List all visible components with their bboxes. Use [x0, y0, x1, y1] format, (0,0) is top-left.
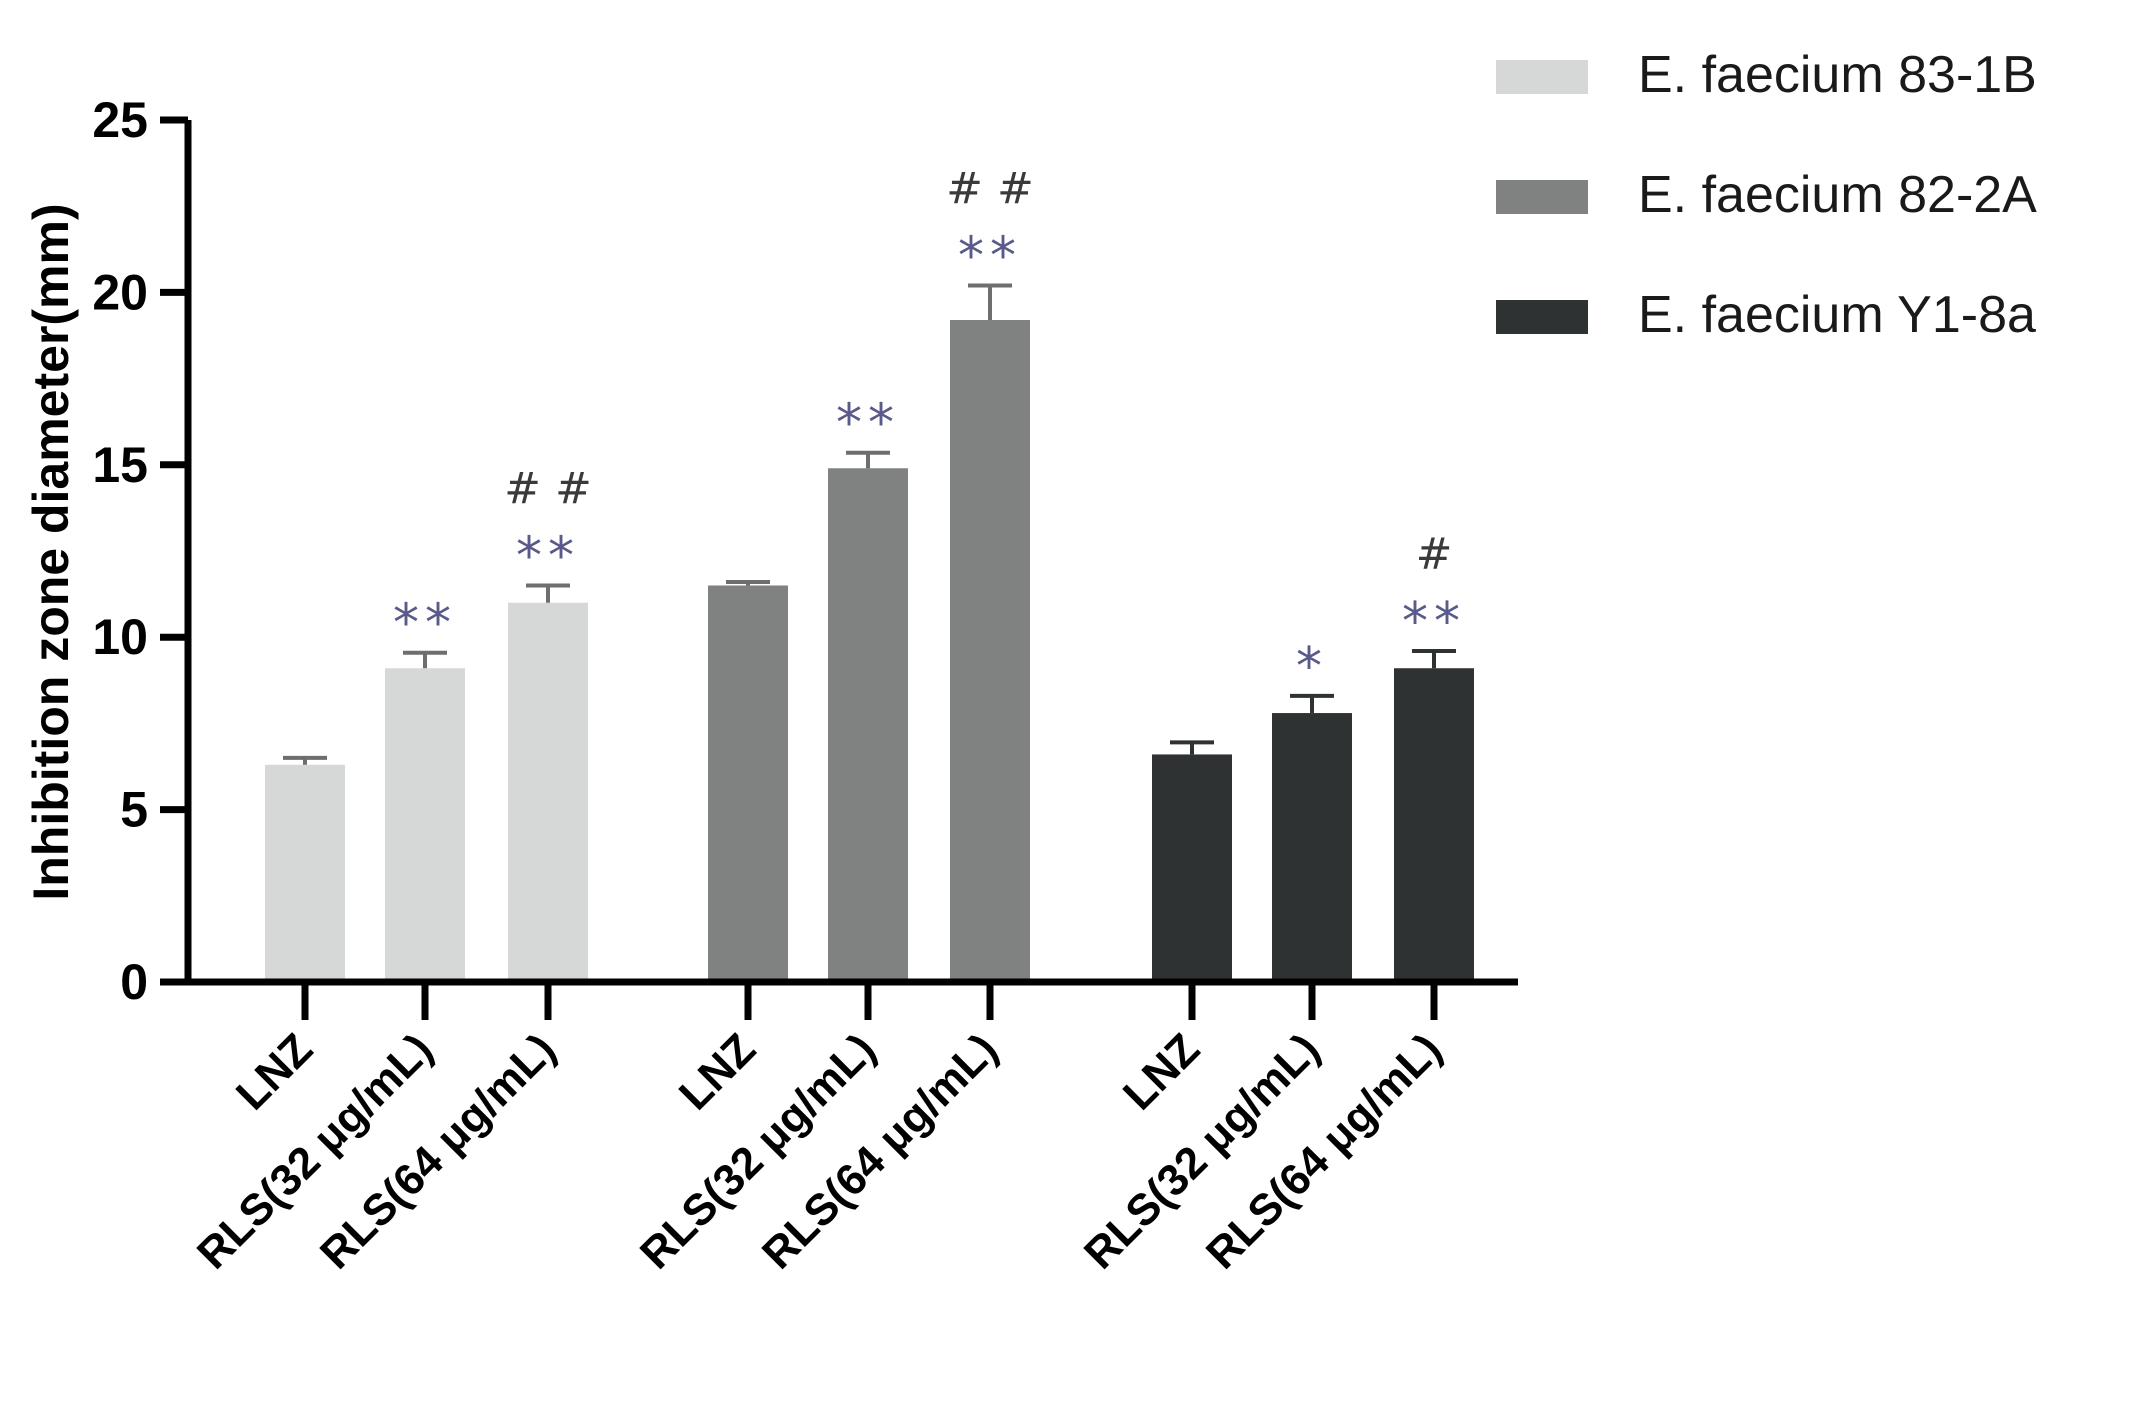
x-tick-label: LNZ — [1114, 1024, 1209, 1119]
x-tick-label: LNZ — [670, 1024, 765, 1119]
significance-star-3-2: * — [1296, 637, 1328, 697]
bar-1-3 — [508, 602, 588, 982]
bar-1-1 — [265, 764, 345, 982]
bar-2-2 — [828, 468, 908, 982]
bar-3-3 — [1394, 668, 1474, 982]
y-tick-label: 0 — [120, 954, 148, 1010]
y-tick-label: 25 — [92, 92, 148, 148]
y-tick-label: 10 — [92, 609, 148, 665]
bar-3-2 — [1272, 713, 1352, 982]
plot-area: LNZ**RLS(32 μg/mL)**# #RLS(64 μg/mL) LNZ*… — [92, 92, 1518, 1279]
legend-swatch-3 — [1496, 300, 1588, 334]
bar-2-1 — [708, 585, 788, 982]
legend: E. faecium 83-1B E. faecium 82-2A E. faeci… — [1496, 46, 2037, 344]
significance-star-3-3: ** — [1402, 592, 1466, 652]
legend-label-1: E. faecium 83-1B — [1638, 46, 2037, 104]
significance-star-2-3: ** — [958, 227, 1022, 287]
legend-swatch-1 — [1496, 60, 1588, 94]
significance-hash-3-3: # — [1416, 529, 1453, 580]
significance-hash-2-3: # # — [946, 164, 1034, 215]
significance-star-1-2: ** — [393, 594, 457, 654]
bar-2-3 — [950, 319, 1030, 982]
significance-hash-1-3: # # — [504, 463, 592, 514]
y-tick-label: 15 — [92, 437, 148, 493]
y-tick-label: 5 — [120, 782, 148, 838]
legend-label-3: E. faecium Y1-8a — [1638, 286, 2036, 344]
legend-label-2: E. faecium 82-2A — [1638, 166, 2037, 224]
x-tick-label: LNZ — [227, 1024, 322, 1119]
y-axis-label: Inhibition zone diameter(mm) — [23, 203, 79, 900]
y-tick-label: 20 — [92, 264, 148, 320]
significance-star-2-2: ** — [836, 394, 900, 454]
bar-3-1 — [1152, 754, 1232, 982]
significance-star-1-3: ** — [516, 526, 580, 586]
bar-1-2 — [385, 668, 465, 982]
legend-swatch-2 — [1496, 180, 1588, 214]
